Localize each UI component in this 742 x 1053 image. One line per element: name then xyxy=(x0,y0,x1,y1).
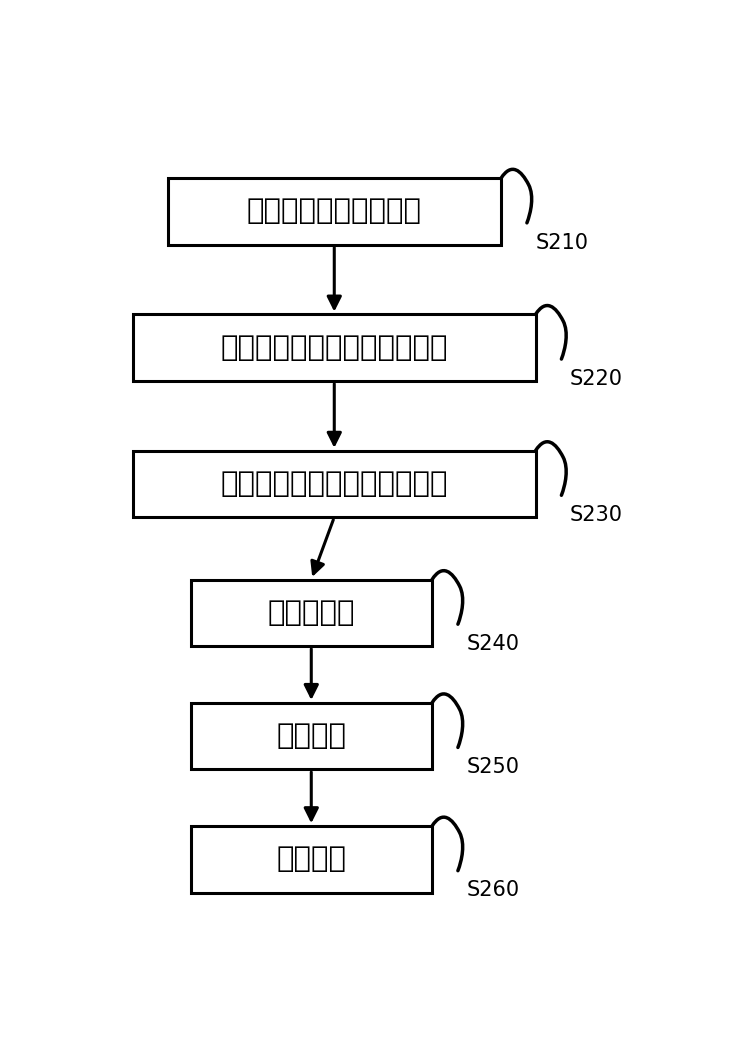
FancyBboxPatch shape xyxy=(191,579,432,647)
Text: 确定夹角一致的外接凸多边形: 确定夹角一致的外接凸多边形 xyxy=(220,470,448,498)
Text: 调整比例尺: 调整比例尺 xyxy=(268,599,355,627)
Text: S250: S250 xyxy=(467,757,519,777)
Text: 确定边数一致的外接凸多边形: 确定边数一致的外接凸多边形 xyxy=(220,334,448,362)
Text: S210: S210 xyxy=(536,233,588,253)
Text: S220: S220 xyxy=(570,369,623,389)
FancyBboxPatch shape xyxy=(168,178,501,244)
Text: 计算孔的外接凸多边形: 计算孔的外接凸多边形 xyxy=(247,198,421,225)
Text: 叠合图像: 叠合图像 xyxy=(276,846,347,873)
Text: S260: S260 xyxy=(467,880,519,900)
FancyBboxPatch shape xyxy=(133,315,536,381)
FancyBboxPatch shape xyxy=(191,827,432,893)
Text: 旋转图像: 旋转图像 xyxy=(276,722,347,750)
Text: S240: S240 xyxy=(467,634,519,654)
FancyBboxPatch shape xyxy=(133,451,536,517)
Text: S230: S230 xyxy=(570,505,623,525)
FancyBboxPatch shape xyxy=(191,702,432,770)
